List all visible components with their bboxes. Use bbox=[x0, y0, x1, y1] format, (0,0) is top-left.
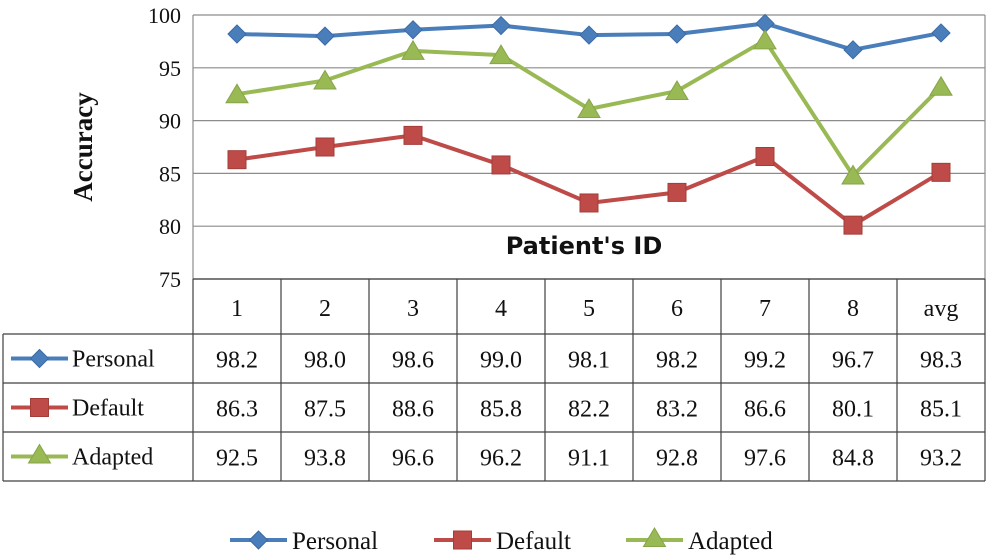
table-cell-value: 97.6 bbox=[744, 446, 786, 472]
table-cell-value: 93.8 bbox=[304, 446, 346, 472]
data-point-default bbox=[755, 147, 775, 167]
table-cell-value: 96.6 bbox=[392, 446, 434, 472]
y-tick-label: 95 bbox=[159, 56, 181, 81]
row-label: Default bbox=[72, 396, 144, 422]
x-axis-label: Patient's ID bbox=[506, 232, 663, 260]
table-cell-value: 96.7 bbox=[832, 348, 874, 374]
data-point-personal bbox=[843, 40, 863, 60]
data-point-personal bbox=[227, 24, 247, 44]
grid-layer: 75 80 85 90 95 100 bbox=[148, 3, 986, 292]
data-point-default bbox=[227, 150, 247, 170]
legend-label: Adapted bbox=[688, 528, 773, 555]
table-cell-value: 83.2 bbox=[656, 397, 698, 423]
table-cell-value: 92.5 bbox=[216, 446, 258, 472]
table-cell-value: 98.3 bbox=[920, 348, 962, 374]
x-tick-label: 6 bbox=[671, 296, 683, 322]
data-point-default bbox=[667, 182, 687, 202]
data-point-adapted bbox=[841, 164, 865, 185]
y-tick-label: 75 bbox=[159, 267, 181, 292]
y-axis-label: Accuracy bbox=[68, 92, 98, 202]
data-point-adapted bbox=[401, 39, 425, 60]
x-tick-label: 1 bbox=[231, 296, 243, 322]
x-tick-label: 4 bbox=[495, 296, 507, 322]
table-cell-value: 88.6 bbox=[392, 397, 434, 423]
data-point-default bbox=[491, 155, 511, 175]
data-point-default bbox=[579, 193, 599, 213]
table-cell-value: 87.5 bbox=[304, 397, 346, 423]
row-legend-key-marker bbox=[29, 348, 50, 369]
table-cell-value: 92.8 bbox=[656, 446, 698, 472]
table-cell-value: 99.0 bbox=[480, 348, 522, 374]
y-tick-label: 100 bbox=[148, 3, 181, 28]
table-cell-value: 85.1 bbox=[920, 397, 962, 423]
data-point-default bbox=[403, 125, 423, 145]
x-tick-label: 2 bbox=[319, 296, 331, 322]
legend-label: Default bbox=[496, 528, 571, 555]
y-tick-label: 85 bbox=[159, 161, 181, 186]
table-cell-value: 85.8 bbox=[480, 397, 522, 423]
legend: Personal Default Adapted bbox=[230, 527, 773, 555]
table-cell-value: 98.0 bbox=[304, 348, 346, 374]
legend-key-marker bbox=[642, 527, 667, 547]
table-cell-value: 93.2 bbox=[920, 446, 962, 472]
data-point-personal bbox=[315, 26, 335, 46]
data-point-personal bbox=[931, 23, 951, 43]
legend-label: Personal bbox=[292, 528, 378, 555]
x-tick-label: avg bbox=[924, 296, 959, 322]
data-point-default bbox=[931, 162, 951, 182]
data-point-adapted bbox=[665, 80, 689, 101]
data-point-personal bbox=[403, 20, 423, 40]
marker-layer bbox=[225, 13, 953, 235]
data-point-personal bbox=[667, 24, 687, 44]
table-cell-value: 86.6 bbox=[744, 397, 786, 423]
row-legend-key-marker bbox=[30, 398, 49, 417]
y-tick-label: 80 bbox=[159, 214, 181, 239]
table-cell-value: 98.6 bbox=[392, 348, 434, 374]
data-point-adapted bbox=[489, 44, 513, 65]
legend-key-marker bbox=[248, 530, 269, 550]
row-legend-key-marker bbox=[27, 443, 52, 464]
y-tick-label: 90 bbox=[159, 109, 181, 134]
table-cell-value: 86.3 bbox=[216, 397, 258, 423]
table-cell-value: 99.2 bbox=[744, 348, 786, 374]
data-table: 1 2 3 4 5 6 7 8 avg Personal 98.2 98.0 98.6 99.0 98.1 9… bbox=[2, 278, 986, 482]
data-point-adapted bbox=[313, 69, 337, 90]
table-cell-value: 98.2 bbox=[216, 348, 258, 374]
table-cell-value: 84.8 bbox=[832, 446, 874, 472]
x-tick-label: 5 bbox=[583, 296, 595, 322]
x-tick-label: 8 bbox=[847, 296, 859, 322]
legend-key-marker bbox=[453, 530, 472, 550]
table-cell-value: 98.2 bbox=[656, 348, 698, 374]
data-point-adapted bbox=[753, 29, 777, 50]
data-point-adapted bbox=[225, 83, 249, 104]
data-point-personal bbox=[491, 15, 511, 36]
table-cell-value: 98.1 bbox=[568, 348, 610, 374]
data-point-adapted bbox=[577, 98, 601, 118]
x-tick-label: 7 bbox=[759, 296, 771, 322]
row-label: Personal bbox=[72, 347, 155, 373]
data-point-adapted bbox=[929, 75, 953, 96]
data-point-personal bbox=[579, 25, 599, 45]
table-cell-value: 96.2 bbox=[480, 446, 522, 472]
table-cell-value: 80.1 bbox=[832, 397, 874, 423]
x-tick-label: 3 bbox=[407, 296, 419, 322]
table-cell-value: 82.2 bbox=[568, 397, 610, 423]
row-label: Adapted bbox=[72, 445, 153, 471]
data-point-default bbox=[843, 215, 863, 235]
data-point-default bbox=[315, 137, 335, 157]
table-cell-value: 91.1 bbox=[568, 446, 610, 472]
